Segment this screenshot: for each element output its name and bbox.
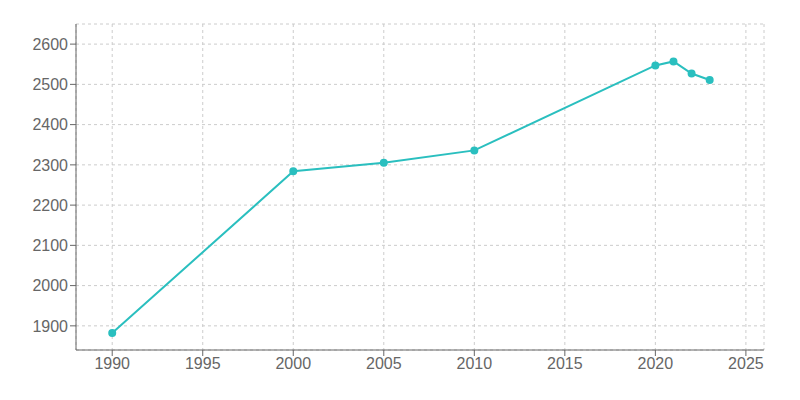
svg-text:2300: 2300 bbox=[32, 157, 68, 174]
svg-text:2000: 2000 bbox=[32, 277, 68, 294]
svg-text:2200: 2200 bbox=[32, 197, 68, 214]
svg-text:2025: 2025 bbox=[728, 355, 764, 372]
svg-text:2600: 2600 bbox=[32, 36, 68, 53]
svg-text:2400: 2400 bbox=[32, 116, 68, 133]
svg-text:2000: 2000 bbox=[275, 355, 311, 372]
svg-text:2100: 2100 bbox=[32, 237, 68, 254]
svg-text:1995: 1995 bbox=[185, 355, 221, 372]
svg-text:2010: 2010 bbox=[457, 355, 493, 372]
svg-text:2020: 2020 bbox=[638, 355, 674, 372]
svg-text:2005: 2005 bbox=[366, 355, 402, 372]
svg-text:2500: 2500 bbox=[32, 76, 68, 93]
svg-text:1900: 1900 bbox=[32, 318, 68, 335]
svg-text:1990: 1990 bbox=[94, 355, 130, 372]
svg-text:2015: 2015 bbox=[547, 355, 583, 372]
